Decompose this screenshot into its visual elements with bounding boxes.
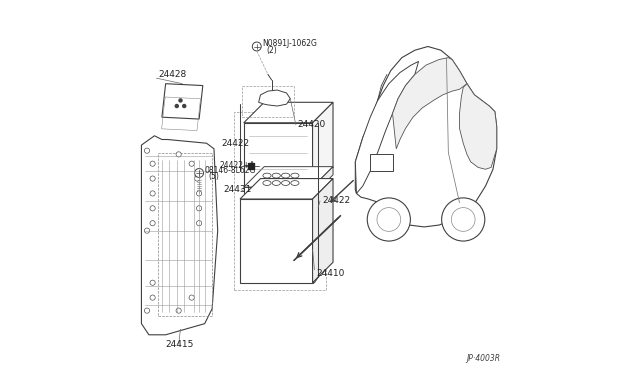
Polygon shape	[312, 102, 333, 188]
Circle shape	[377, 208, 401, 231]
Text: (2): (2)	[266, 46, 277, 55]
Polygon shape	[392, 58, 467, 149]
Circle shape	[150, 280, 156, 285]
Text: 24410: 24410	[316, 269, 345, 278]
Polygon shape	[141, 136, 218, 335]
Polygon shape	[312, 167, 333, 195]
Polygon shape	[244, 187, 312, 195]
Circle shape	[176, 152, 181, 157]
Text: N0891J-1062G: N0891J-1062G	[262, 39, 317, 48]
Ellipse shape	[282, 173, 290, 178]
Circle shape	[150, 221, 156, 226]
Text: (5): (5)	[209, 172, 220, 181]
Bar	[158, 153, 212, 316]
Polygon shape	[240, 199, 312, 283]
Circle shape	[145, 148, 150, 153]
Circle shape	[252, 42, 261, 51]
Circle shape	[150, 206, 156, 211]
Ellipse shape	[282, 180, 290, 185]
Circle shape	[196, 191, 202, 196]
Ellipse shape	[263, 173, 271, 178]
Circle shape	[145, 308, 150, 313]
Polygon shape	[355, 61, 419, 193]
Bar	[242, 86, 294, 117]
Text: 24420: 24420	[298, 120, 326, 129]
Ellipse shape	[291, 180, 299, 185]
Text: 24422: 24422	[322, 196, 350, 205]
Bar	[370, 154, 392, 171]
Circle shape	[196, 206, 202, 211]
Circle shape	[145, 228, 150, 233]
Circle shape	[451, 208, 475, 231]
Ellipse shape	[272, 180, 280, 185]
Polygon shape	[460, 84, 497, 169]
Circle shape	[150, 161, 156, 166]
Text: 24415: 24415	[166, 340, 194, 349]
Polygon shape	[244, 167, 333, 187]
Circle shape	[182, 104, 186, 108]
Bar	[234, 112, 326, 290]
Polygon shape	[312, 179, 333, 283]
Circle shape	[195, 176, 200, 181]
Ellipse shape	[272, 173, 280, 178]
Circle shape	[367, 198, 410, 241]
Text: 24428: 24428	[158, 70, 186, 79]
Circle shape	[196, 221, 202, 226]
Circle shape	[189, 295, 195, 300]
Polygon shape	[355, 46, 497, 227]
Circle shape	[175, 104, 179, 108]
Text: 24422+A: 24422+A	[220, 161, 255, 170]
Polygon shape	[240, 179, 333, 199]
Text: 24431: 24431	[223, 185, 252, 194]
Circle shape	[179, 98, 183, 103]
Circle shape	[442, 198, 484, 241]
Text: 08146-8L62G: 08146-8L62G	[205, 166, 256, 175]
Circle shape	[176, 308, 181, 313]
Polygon shape	[162, 84, 203, 119]
Polygon shape	[259, 90, 291, 106]
Circle shape	[150, 295, 156, 300]
Circle shape	[189, 161, 195, 166]
Circle shape	[195, 169, 204, 177]
Text: 24422: 24422	[221, 139, 250, 148]
Circle shape	[150, 191, 156, 196]
Polygon shape	[244, 102, 333, 123]
Circle shape	[150, 176, 156, 181]
Text: JP·4003R: JP·4003R	[467, 354, 500, 363]
Ellipse shape	[291, 173, 299, 178]
Polygon shape	[244, 123, 312, 188]
Ellipse shape	[263, 180, 271, 185]
